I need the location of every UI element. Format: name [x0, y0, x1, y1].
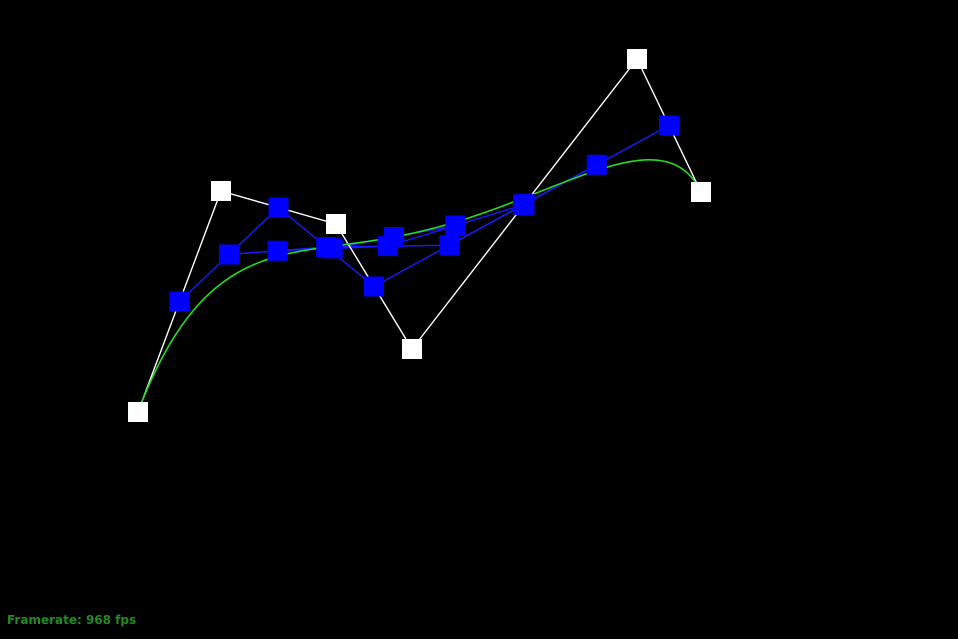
control-point[interactable] [627, 49, 647, 69]
intermediate-point [170, 292, 190, 312]
intermediate-point [364, 277, 384, 297]
intermediate-point [219, 245, 239, 265]
intermediate-point [269, 198, 289, 218]
intermediate-point [445, 216, 465, 236]
control-point[interactable] [691, 182, 711, 202]
control-point[interactable] [211, 181, 231, 201]
intermediate-point [323, 238, 343, 258]
intermediate-point [513, 195, 533, 215]
intermediate-point [659, 116, 679, 136]
framerate-readout: Framerate: 968 fps [7, 613, 136, 627]
intermediate-point [439, 235, 459, 255]
control-point[interactable] [326, 214, 346, 234]
intermediate-point [587, 155, 607, 175]
intermediate-point [268, 241, 288, 261]
control-point[interactable] [128, 402, 148, 422]
intermediate-point [384, 227, 404, 247]
control-point[interactable] [402, 339, 422, 359]
